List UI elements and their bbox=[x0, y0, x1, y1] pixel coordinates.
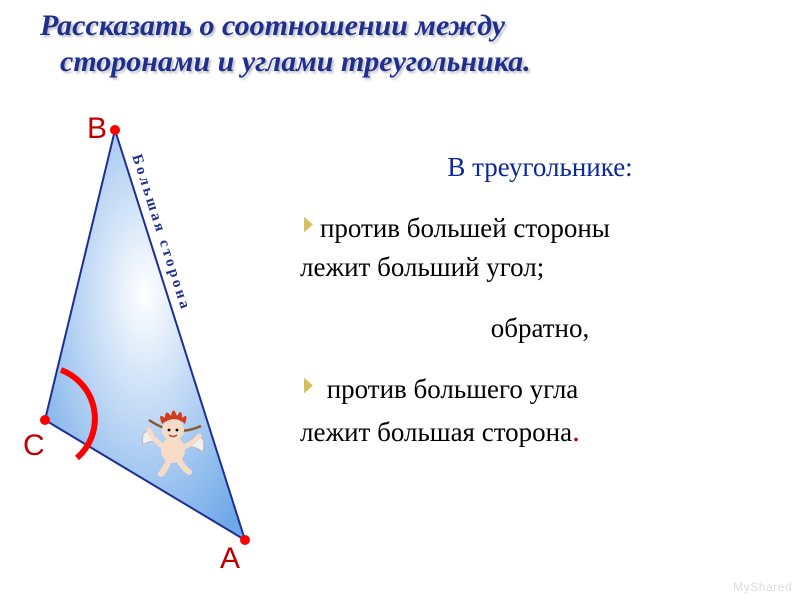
vertex-B-dot bbox=[110, 125, 120, 135]
title-line-1: Рассказать о соотношении между bbox=[40, 8, 760, 44]
triangle-diagram: Большая сторона B C A bbox=[15, 110, 285, 570]
content-line-2a: против большей стороны bbox=[320, 213, 610, 243]
bullet-icon: ‣ bbox=[300, 199, 316, 255]
content-line-4c: . bbox=[572, 413, 580, 448]
vertex-B-label: B bbox=[87, 112, 107, 145]
content-block: В треугольнике: ‣против большей стороны … bbox=[300, 150, 780, 456]
slide: { "title": { "line1": "Рассказать о соот… bbox=[0, 0, 800, 600]
content-line-1: В треугольнике: bbox=[447, 152, 632, 182]
content-line-2b: лежит больший угол; bbox=[300, 252, 544, 282]
vertex-C-dot bbox=[40, 415, 50, 425]
content-line-4b: лежит большая сторона bbox=[300, 417, 572, 447]
title-line-2: сторонами и углами треугольника. bbox=[40, 44, 760, 80]
vertex-A-label: A bbox=[220, 542, 240, 575]
vertex-A-dot bbox=[240, 535, 250, 545]
content-line-3: обратно, bbox=[491, 313, 590, 343]
page-title: Рассказать о соотношении между сторонами… bbox=[40, 8, 760, 80]
content-line-4a: против большего угла bbox=[320, 374, 578, 404]
triangle-svg: Большая сторона B C A bbox=[15, 110, 285, 580]
cupid-icon bbox=[135, 400, 215, 480]
watermark: MyShared bbox=[733, 580, 792, 594]
bullet-icon: ‣ bbox=[300, 360, 316, 416]
vertex-C-label: C bbox=[23, 429, 45, 462]
